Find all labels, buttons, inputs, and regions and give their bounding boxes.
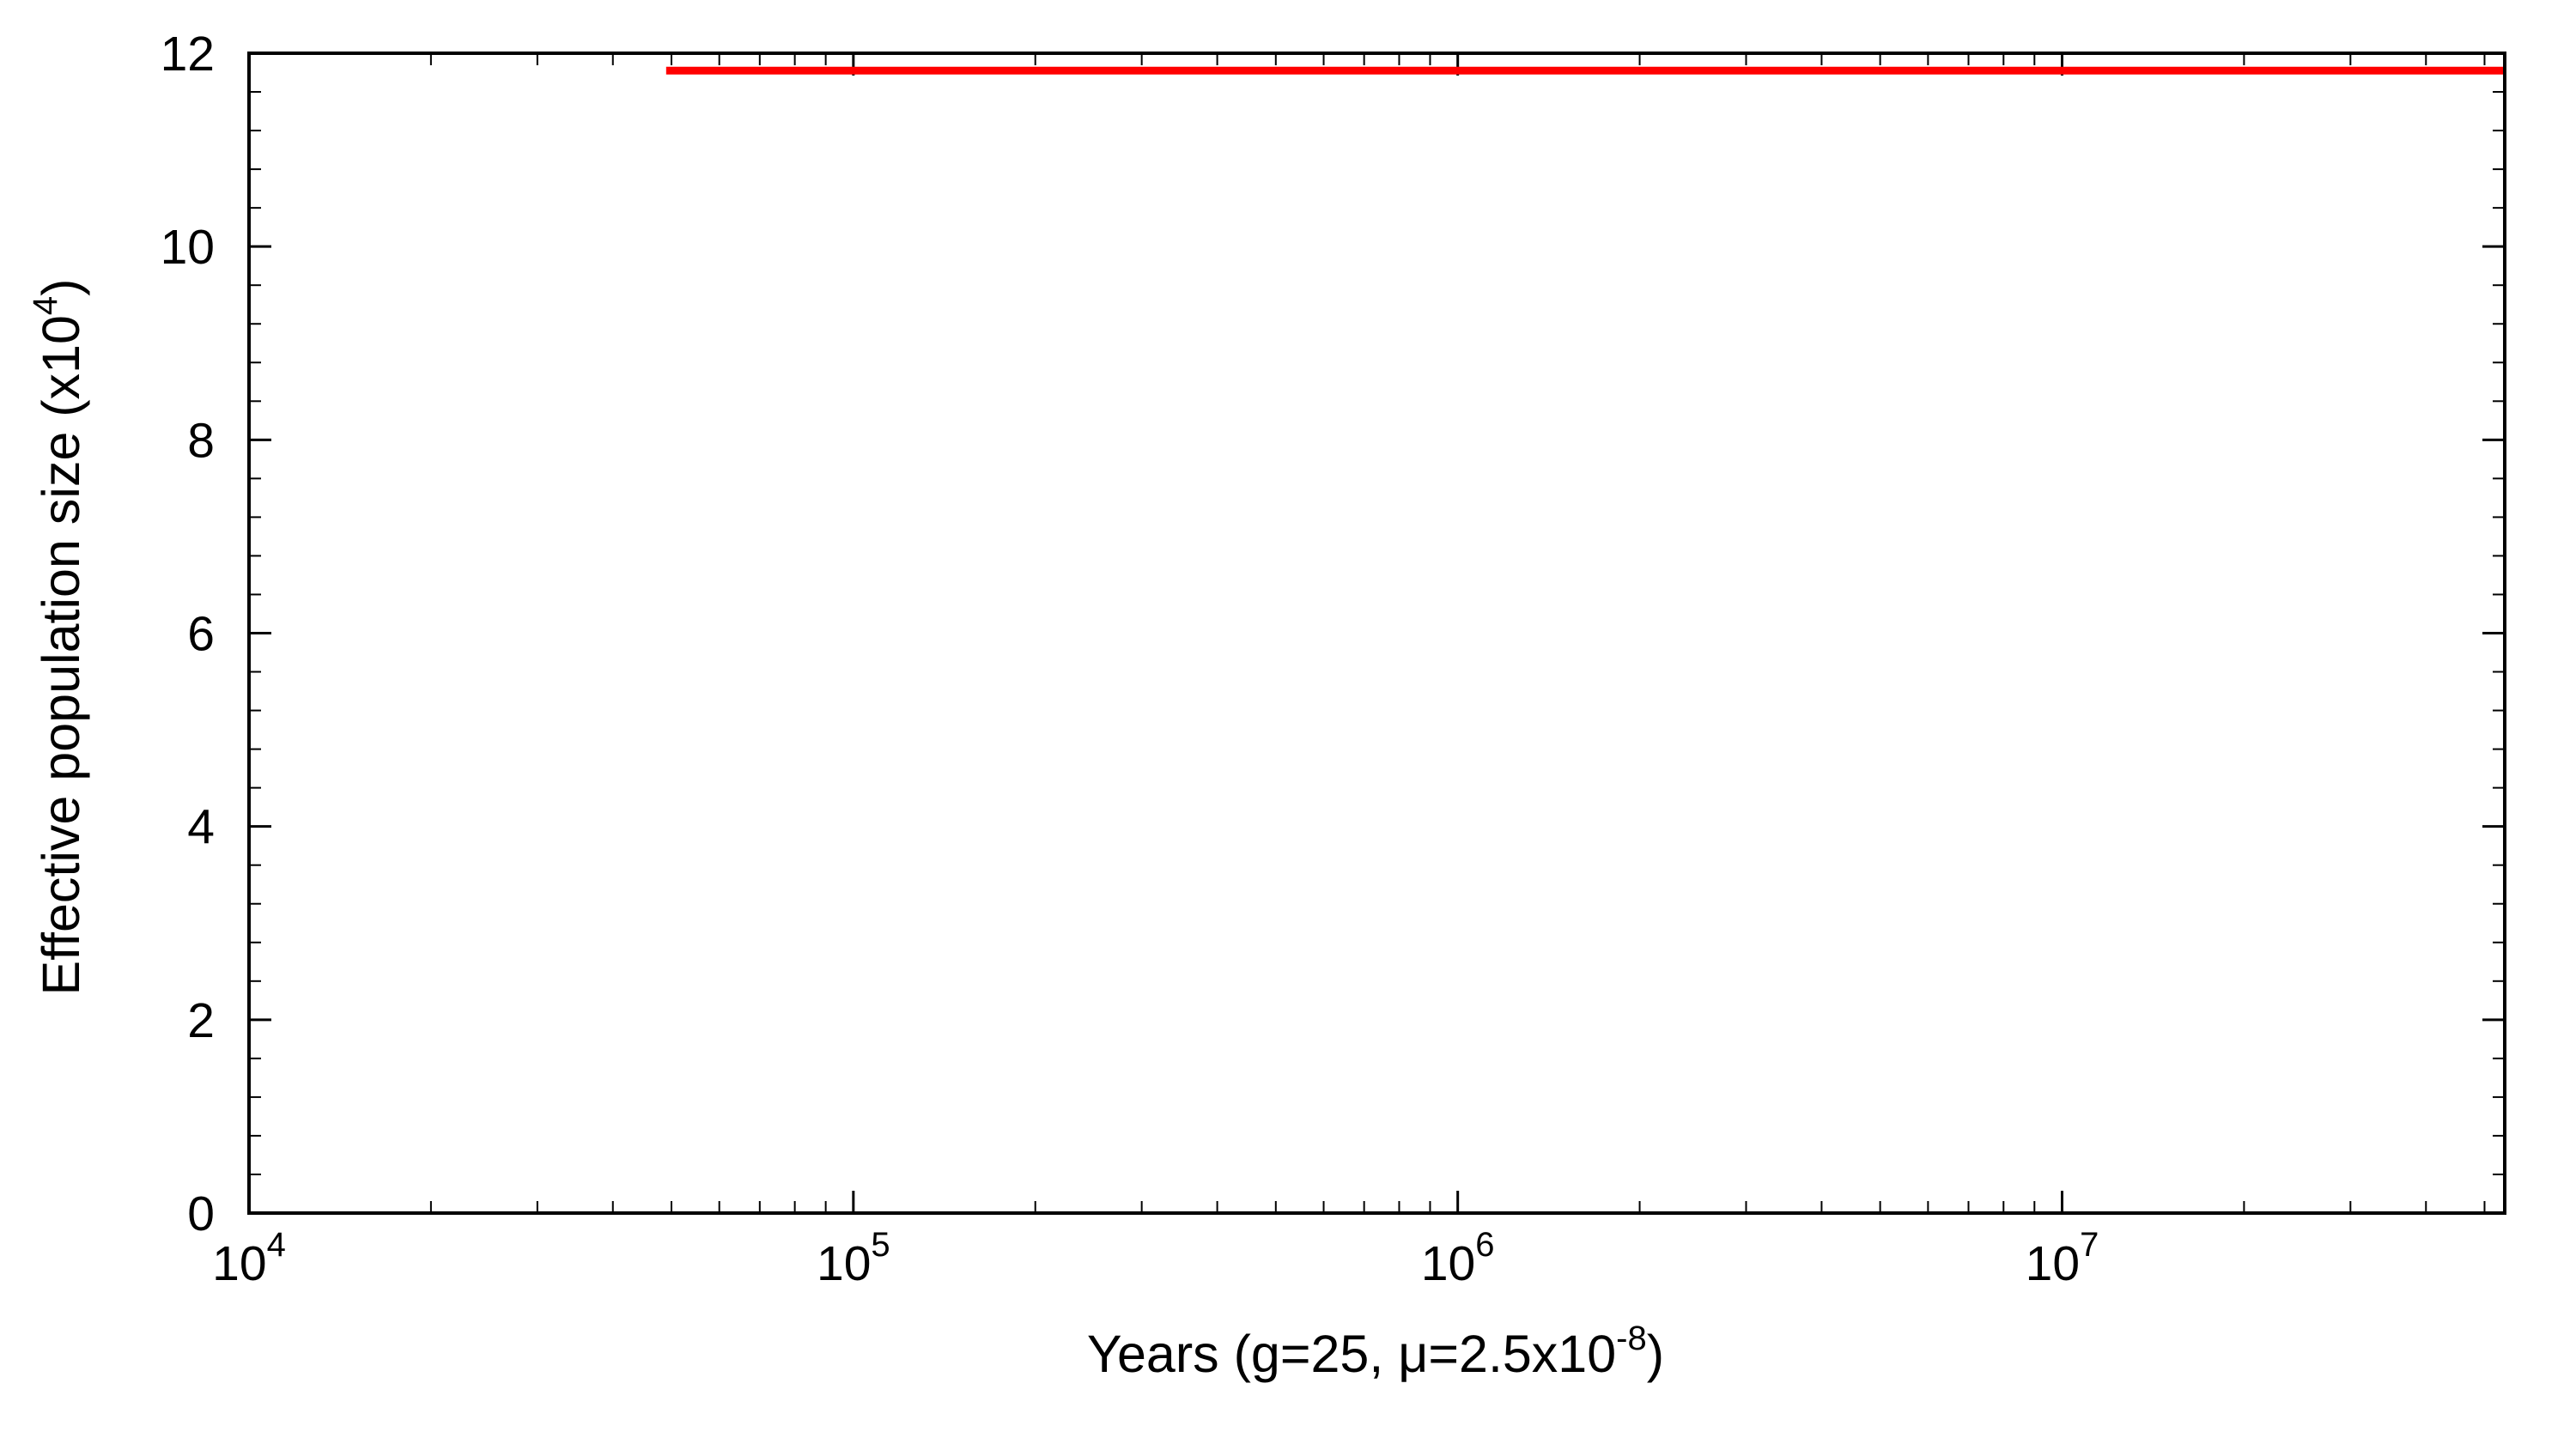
y-tick-label: 2 [187,993,215,1048]
x-tick-labels: 104 105 106 107 [212,1226,2099,1291]
y-tick-label: 8 [187,413,215,468]
y-tick-label: 4 [187,800,215,855]
x-tick-label-exp: 6 [1475,1226,1494,1264]
x-axis-title-mu: μ [1398,1325,1428,1383]
x-tick-label: 105 [817,1226,890,1291]
y-axis-title-main: Effective population size (x10 [32,315,90,995]
x-tick-label-exp: 7 [2080,1226,2099,1264]
y-axis-title-sup: 4 [27,296,64,315]
x-tick-label: 106 [1421,1226,1495,1291]
minor-ticks [249,53,2505,1213]
y-tick-labels: 0 2 4 6 8 10 12 [161,27,215,1241]
x-tick-label-base: 10 [2026,1236,2080,1291]
x-tick-label-exp: 5 [871,1226,890,1264]
y-axis-title: Effective population size (x104) [27,279,90,996]
x-tick-label-base: 10 [817,1236,871,1291]
y-axis-title-suffix: ) [32,279,90,296]
x-axis-title-prefix: Years (g=25, [1087,1325,1398,1383]
x-tick-label: 107 [2026,1226,2099,1291]
x-axis-title-mid: =2.5x10 [1428,1325,1616,1383]
x-axis-title-sup: -8 [1616,1320,1647,1357]
y-tick-label: 0 [187,1186,215,1241]
plot-frame [247,52,2506,1215]
y-tick-label: 12 [161,27,215,82]
x-axis-title-suffix: ) [1647,1325,1664,1383]
x-tick-label: 104 [212,1226,286,1291]
x-tick-label-base: 10 [1421,1236,1475,1291]
y-tick-label: 6 [187,607,215,662]
x-tick-label-exp: 4 [267,1226,286,1264]
x-axis-title: Years (g=25, μ=2.5x10-8) [1087,1320,1664,1383]
x-tick-label-base: 10 [212,1236,266,1291]
y-tick-label: 10 [161,220,215,275]
major-ticks [247,52,2505,1215]
